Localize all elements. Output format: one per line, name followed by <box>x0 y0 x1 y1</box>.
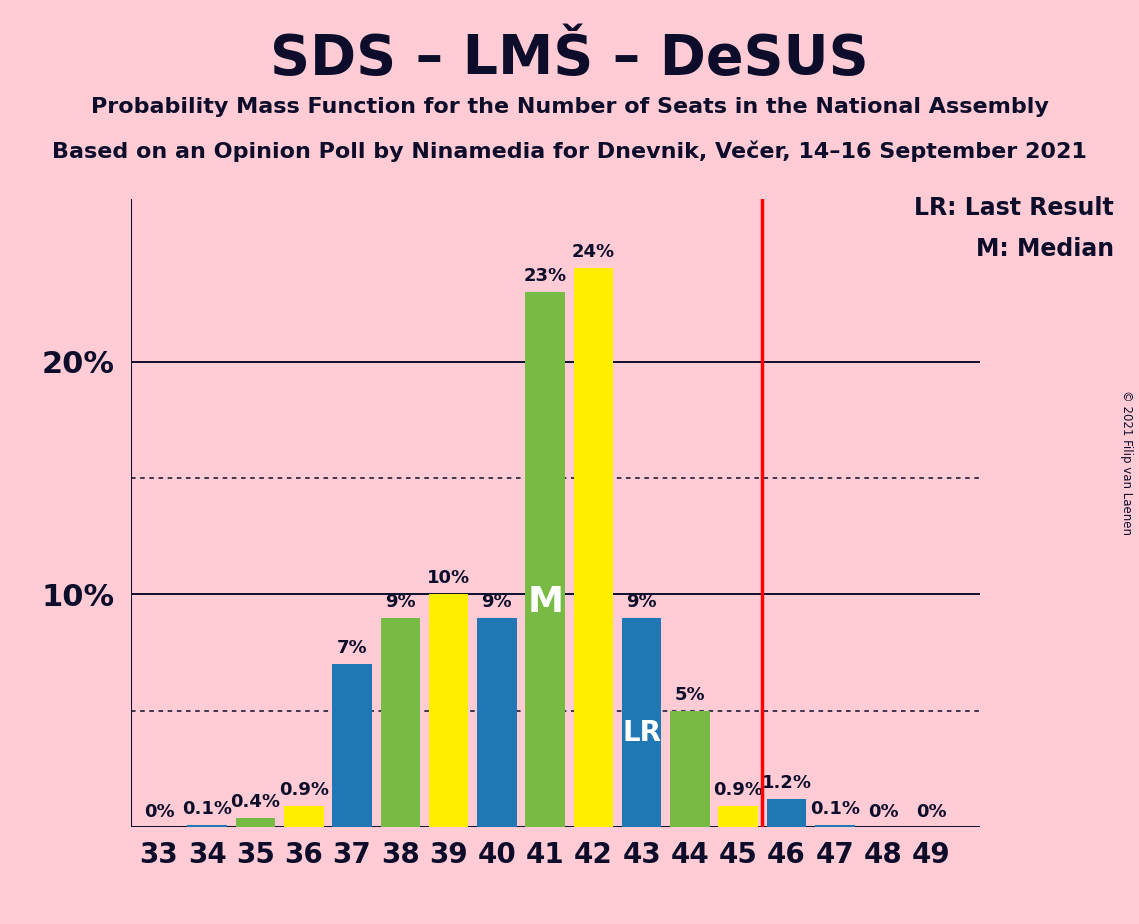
Text: 1.2%: 1.2% <box>762 774 811 792</box>
Text: 5%: 5% <box>674 686 705 704</box>
Bar <box>574 269 613 827</box>
Text: © 2021 Filip van Laenen: © 2021 Filip van Laenen <box>1121 390 1133 534</box>
Text: 7%: 7% <box>337 639 368 657</box>
Bar <box>622 617 662 827</box>
Text: 0%: 0% <box>144 803 174 821</box>
Text: 23%: 23% <box>524 267 567 285</box>
Bar <box>814 824 854 827</box>
Text: 24%: 24% <box>572 244 615 261</box>
Bar <box>284 806 323 827</box>
Bar <box>236 818 276 827</box>
Text: 0%: 0% <box>868 803 899 821</box>
Bar <box>525 292 565 827</box>
Text: 0.9%: 0.9% <box>279 781 329 799</box>
Text: Probability Mass Function for the Number of Seats in the National Assembly: Probability Mass Function for the Number… <box>91 97 1048 117</box>
Text: 9%: 9% <box>385 592 416 611</box>
Bar <box>380 617 420 827</box>
Text: M: M <box>527 585 563 619</box>
Bar <box>767 799 806 827</box>
Text: 0.9%: 0.9% <box>713 781 763 799</box>
Text: 0.1%: 0.1% <box>810 799 860 818</box>
Text: Based on an Opinion Poll by Ninamedia for Dnevnik, Večer, 14–16 September 2021: Based on an Opinion Poll by Ninamedia fo… <box>52 140 1087 162</box>
Text: SDS – LMŠ – DeSUS: SDS – LMŠ – DeSUS <box>270 32 869 86</box>
Text: M: Median: M: Median <box>976 237 1114 261</box>
Bar <box>188 824 227 827</box>
Text: 9%: 9% <box>482 592 513 611</box>
Bar <box>428 594 468 827</box>
Text: 0.4%: 0.4% <box>230 793 280 810</box>
Text: 0%: 0% <box>916 803 947 821</box>
Bar <box>477 617 517 827</box>
Text: 10%: 10% <box>427 569 470 588</box>
Bar <box>333 664 371 827</box>
Bar <box>670 711 710 827</box>
Text: LR: LR <box>622 719 661 747</box>
Bar <box>719 806 757 827</box>
Text: 9%: 9% <box>626 592 657 611</box>
Text: 0.1%: 0.1% <box>182 799 232 818</box>
Text: LR: Last Result: LR: Last Result <box>915 196 1114 220</box>
